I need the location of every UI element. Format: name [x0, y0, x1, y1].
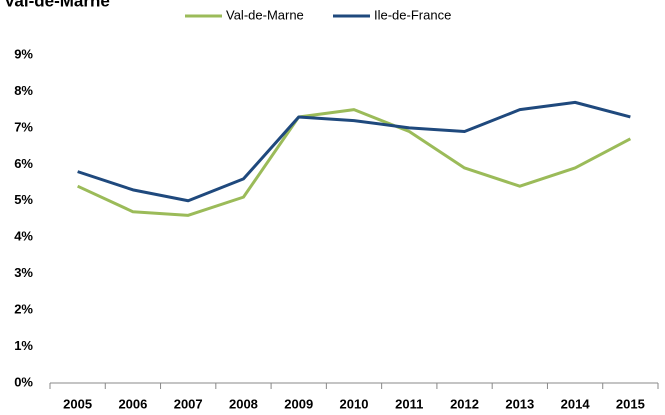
x-tick-label: 2013: [505, 396, 534, 411]
x-tick-label: 2015: [616, 396, 645, 411]
x-tick-label: 2008: [229, 396, 258, 411]
y-tick-label: 1%: [14, 338, 33, 353]
chart-title: Val-de-Marne: [4, 0, 110, 10]
series-line: [77, 108, 632, 217]
x-tick-label: 2014: [561, 396, 591, 411]
x-tick-label: 2006: [118, 396, 147, 411]
y-tick-label: 4%: [14, 229, 33, 244]
y-tick-label: 3%: [14, 265, 33, 280]
x-tick-label: 2010: [340, 396, 369, 411]
y-tick-label: 6%: [14, 156, 33, 171]
y-tick-label: 2%: [14, 302, 33, 317]
x-tick-label: 2007: [174, 396, 203, 411]
x-tick-label: 2005: [63, 396, 92, 411]
y-tick-label: 0%: [14, 374, 33, 389]
y-tick-label: 8%: [14, 83, 33, 98]
legend-label: Val-de-Marne: [226, 7, 304, 22]
y-tick-label: 9%: [14, 46, 33, 61]
y-tick-label: 7%: [14, 119, 33, 134]
x-tick-label: 2009: [284, 396, 313, 411]
x-tick-label: 2012: [450, 396, 479, 411]
x-tick-label: 2011: [395, 396, 423, 411]
y-tick-label: 5%: [14, 192, 33, 207]
legend-label: Ile-de-France: [374, 7, 451, 22]
series-line: [77, 100, 631, 203]
